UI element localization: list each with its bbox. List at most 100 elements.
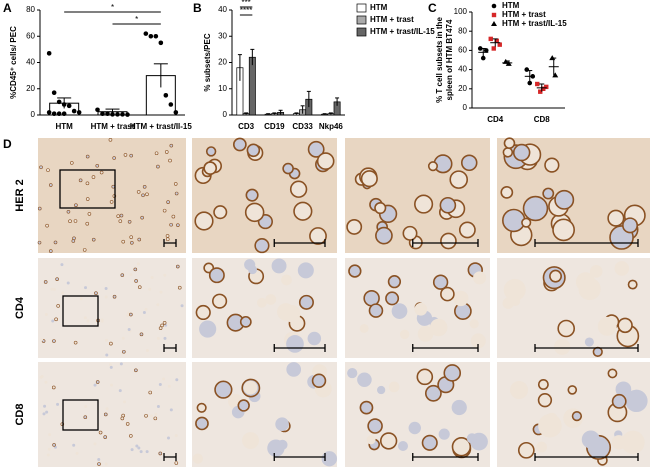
cell: [37, 206, 42, 211]
data-point: [110, 112, 115, 117]
data-point: [105, 111, 110, 116]
cell: [72, 236, 76, 241]
cell: [55, 277, 59, 281]
cell: [162, 208, 167, 213]
cell: [502, 208, 526, 233]
cell: [79, 297, 83, 301]
cell: [429, 318, 448, 337]
cell: [367, 418, 383, 434]
cell: [84, 405, 88, 409]
cell: [571, 410, 583, 422]
cell: [180, 304, 184, 308]
cell: [129, 312, 133, 317]
cell: [42, 412, 46, 416]
cell: [245, 188, 259, 202]
panel-label: A: [3, 1, 12, 15]
cell: [174, 191, 179, 196]
cell: [311, 373, 327, 388]
cell: [111, 184, 116, 189]
cell: [118, 389, 122, 393]
cell: [195, 304, 211, 321]
cell: [375, 226, 393, 245]
cell: [136, 262, 140, 266]
data-point: [163, 93, 169, 98]
data-point: [527, 80, 533, 86]
data-point: [541, 86, 546, 91]
cell: [167, 384, 171, 388]
inset-box: [62, 295, 99, 327]
cell: [449, 170, 469, 189]
legend-swatch: [356, 15, 367, 25]
cell: [359, 324, 369, 333]
cell: [85, 221, 90, 226]
data-point: [76, 110, 82, 115]
x-tick-label: HTM + trast/Il-15: [130, 122, 193, 131]
cell: [458, 221, 476, 239]
cell: [56, 304, 60, 308]
cell: [289, 180, 308, 198]
tile: [38, 138, 186, 253]
cell: [297, 262, 314, 279]
cell: [144, 307, 148, 311]
data-point: [66, 103, 72, 109]
cell: [66, 281, 70, 285]
cell: [144, 413, 148, 418]
cell: [439, 196, 457, 214]
cell: [148, 390, 153, 395]
micrograph: [192, 258, 337, 358]
significance-label: *: [135, 15, 138, 24]
cell: [473, 271, 487, 285]
cell: [46, 453, 50, 457]
cell: [165, 234, 170, 238]
cell: [246, 143, 261, 158]
scale-bar: [163, 239, 177, 247]
legend-marker: [491, 21, 497, 26]
data-point: [494, 38, 499, 43]
cell: [52, 443, 56, 447]
cell: [47, 447, 51, 451]
data-point: [61, 111, 67, 116]
cell: [73, 219, 78, 223]
scale-bar: [273, 239, 326, 247]
cell: [589, 265, 603, 278]
data-point: [115, 112, 120, 117]
cell: [91, 237, 96, 242]
cell: [432, 274, 449, 290]
cell: [503, 278, 526, 301]
cell: [517, 441, 535, 459]
cell: [607, 368, 618, 379]
cell: [109, 200, 114, 204]
scale-bar: [163, 453, 177, 461]
cell: [175, 378, 179, 382]
cell: [554, 338, 571, 355]
cell: [237, 399, 250, 412]
cell: [46, 168, 50, 172]
cell: [78, 178, 83, 183]
cell: [133, 267, 138, 272]
cell: [316, 152, 335, 170]
cell: [399, 329, 410, 340]
cell: [93, 383, 97, 387]
micrograph: [192, 362, 337, 467]
cell: [169, 408, 173, 412]
cell: [123, 153, 128, 157]
cell: [160, 323, 164, 328]
cell: [127, 220, 132, 224]
row-label: CD8: [14, 403, 26, 425]
micrograph: [497, 137, 650, 253]
x-tick-label: CD33: [292, 122, 313, 131]
cell: [466, 433, 478, 444]
cell: [149, 414, 153, 418]
cell: [43, 280, 48, 284]
y-tick-label: 0: [463, 103, 468, 112]
data-point: [544, 84, 549, 90]
cell: [346, 218, 363, 235]
micrograph: [345, 138, 490, 253]
cell: [440, 286, 455, 302]
data-point: [168, 102, 174, 107]
cell: [134, 368, 138, 373]
cell: [48, 183, 53, 187]
data-point: [158, 40, 164, 46]
cell: [136, 190, 141, 194]
cell: [174, 434, 178, 438]
